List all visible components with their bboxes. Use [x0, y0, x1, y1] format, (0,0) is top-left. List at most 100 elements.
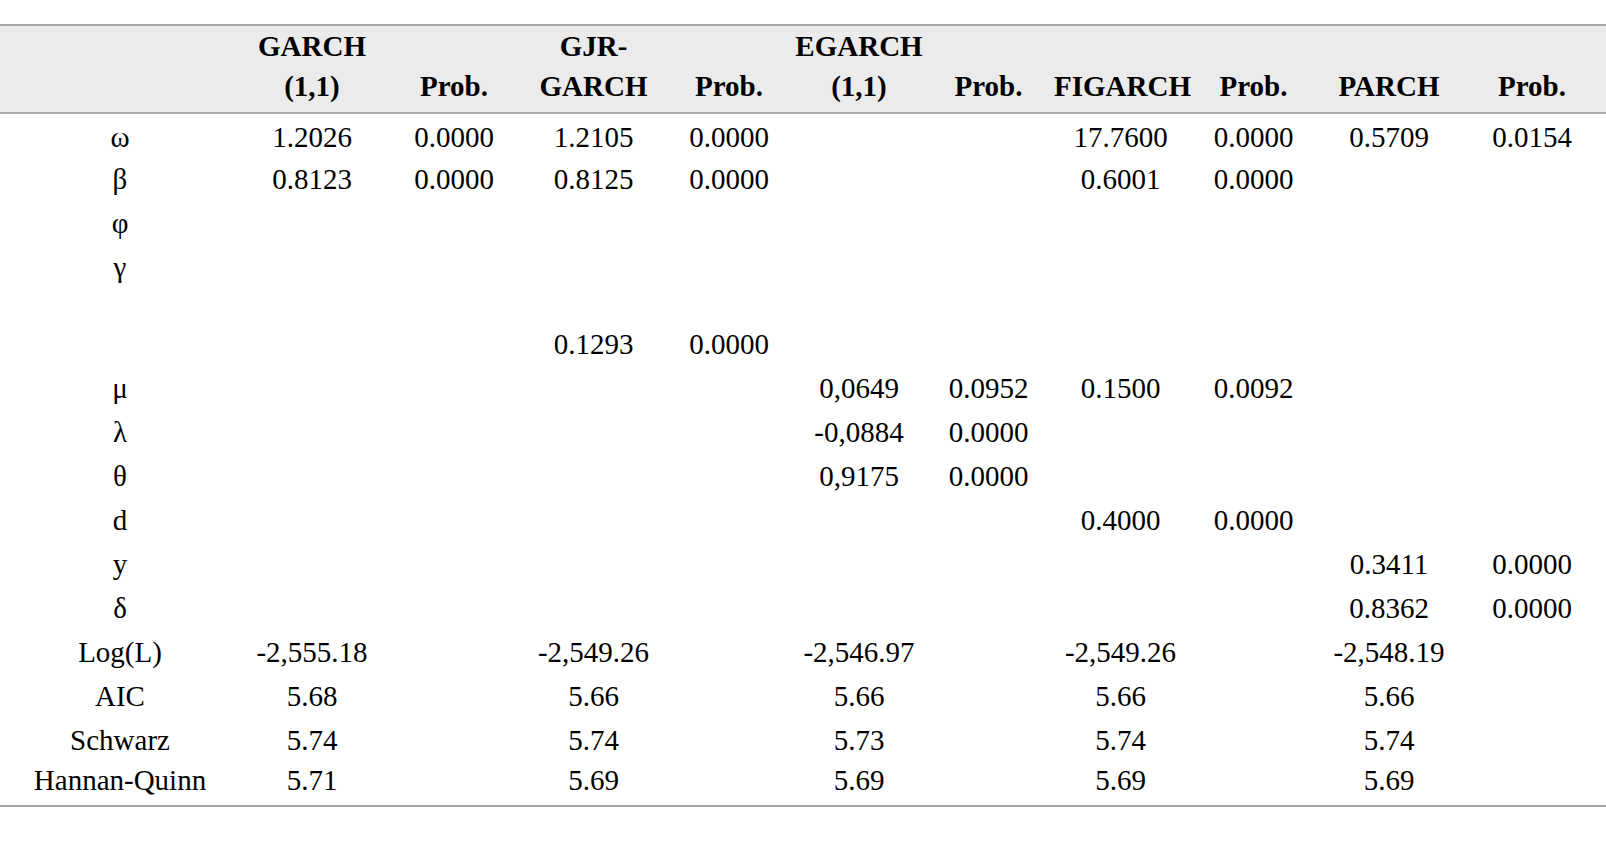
cell: -2,555.18 — [240, 630, 384, 674]
cell: 0.8362 — [1320, 586, 1458, 630]
cell — [384, 289, 524, 322]
table-row-logl: Log(L) -2,555.18 -2,549.26 -2,546.97 -2,… — [0, 630, 1606, 674]
cell — [1320, 289, 1458, 322]
table-row-y: y 0.3411 0.0000 — [0, 542, 1606, 586]
cell: -0,0884 — [795, 410, 923, 454]
cell — [1320, 157, 1458, 201]
cell — [795, 289, 923, 322]
column-header-egarch11: EGARCH(1,1) — [795, 25, 923, 113]
cell — [1458, 410, 1606, 454]
cell: 0.0000 — [1187, 498, 1320, 542]
cell — [1458, 674, 1606, 718]
table-row-mu: μ 0,0649 0.0952 0.1500 0.0092 — [0, 366, 1606, 410]
cell: 1.2105 — [524, 113, 663, 157]
row-label: β — [0, 157, 240, 201]
cell: 0.0154 — [1458, 113, 1606, 157]
cell — [1054, 586, 1187, 630]
cell — [384, 762, 524, 806]
cell — [795, 586, 923, 630]
row-label — [0, 322, 240, 366]
cell — [795, 157, 923, 201]
cell — [384, 718, 524, 762]
cell — [1458, 718, 1606, 762]
cell: 0.0000 — [663, 157, 795, 201]
cell — [663, 289, 795, 322]
cell: 0.0000 — [384, 113, 524, 157]
cell — [923, 113, 1054, 157]
cell — [663, 718, 795, 762]
cell — [923, 630, 1054, 674]
cell — [240, 454, 384, 498]
cell — [524, 586, 663, 630]
cell: 0,9175 — [795, 454, 923, 498]
cell — [923, 718, 1054, 762]
cell — [923, 542, 1054, 586]
cell — [384, 322, 524, 366]
column-header-prob-1: Prob. — [384, 25, 524, 113]
row-label: ω — [0, 113, 240, 157]
cell — [240, 322, 384, 366]
cell — [384, 366, 524, 410]
cell: 5.69 — [524, 762, 663, 806]
row-label: AIC — [0, 674, 240, 718]
cell — [795, 498, 923, 542]
column-header-parch: PARCH — [1320, 25, 1458, 113]
cell — [1458, 157, 1606, 201]
cell — [240, 542, 384, 586]
cell — [1054, 410, 1187, 454]
cell — [923, 498, 1054, 542]
cell — [384, 498, 524, 542]
cell: 0.4000 — [1054, 498, 1187, 542]
cell — [1187, 289, 1320, 322]
cell — [1187, 718, 1320, 762]
cell — [795, 322, 923, 366]
table-row-lambda: λ -0,0884 0.0000 — [0, 410, 1606, 454]
row-label: y — [0, 542, 240, 586]
column-header-garch11: GARCH(1,1) — [240, 25, 384, 113]
cell: 0,0649 — [795, 366, 923, 410]
column-header-prob-3: Prob. — [923, 25, 1054, 113]
cell: -2,546.97 — [795, 630, 923, 674]
cell: 0.1293 — [524, 322, 663, 366]
cell: 5.69 — [1054, 762, 1187, 806]
cell: 0.3411 — [1320, 542, 1458, 586]
column-header-figarch: FIGARCH — [1054, 25, 1187, 113]
cell: 0.0092 — [1187, 366, 1320, 410]
column-header-rowlabels — [0, 25, 240, 113]
cell — [1458, 630, 1606, 674]
cell: 0.0952 — [923, 366, 1054, 410]
cell: 0.0000 — [663, 113, 795, 157]
cell: 0.0000 — [923, 410, 1054, 454]
cell: -2,549.26 — [1054, 630, 1187, 674]
cell — [1320, 322, 1458, 366]
cell — [1320, 245, 1458, 289]
cell: 1.2026 — [240, 113, 384, 157]
table-row-hannan-quinn: Hannan-Quinn 5.71 5.69 5.69 5.69 5.69 — [0, 762, 1606, 806]
cell: 17.7600 — [1054, 113, 1187, 157]
cell: 5.74 — [1054, 718, 1187, 762]
cell — [663, 762, 795, 806]
column-header-prob-5: Prob. — [1458, 25, 1606, 113]
row-label: λ — [0, 410, 240, 454]
cell — [524, 454, 663, 498]
cell — [1320, 498, 1458, 542]
table-row-gamma: γ — [0, 245, 1606, 289]
cell: 5.71 — [240, 762, 384, 806]
cell — [240, 201, 384, 245]
cell — [1187, 542, 1320, 586]
cell — [1054, 454, 1187, 498]
cell: 5.66 — [1320, 674, 1458, 718]
cell — [1458, 454, 1606, 498]
cell — [240, 289, 384, 322]
table-row-schwarz: Schwarz 5.74 5.74 5.73 5.74 5.74 — [0, 718, 1606, 762]
cell — [524, 498, 663, 542]
cell — [1187, 322, 1320, 366]
cell: 0.0000 — [384, 157, 524, 201]
cell — [795, 201, 923, 245]
cell — [663, 245, 795, 289]
cell — [384, 630, 524, 674]
cell — [384, 542, 524, 586]
cell — [923, 322, 1054, 366]
cell — [1458, 245, 1606, 289]
cell — [923, 201, 1054, 245]
